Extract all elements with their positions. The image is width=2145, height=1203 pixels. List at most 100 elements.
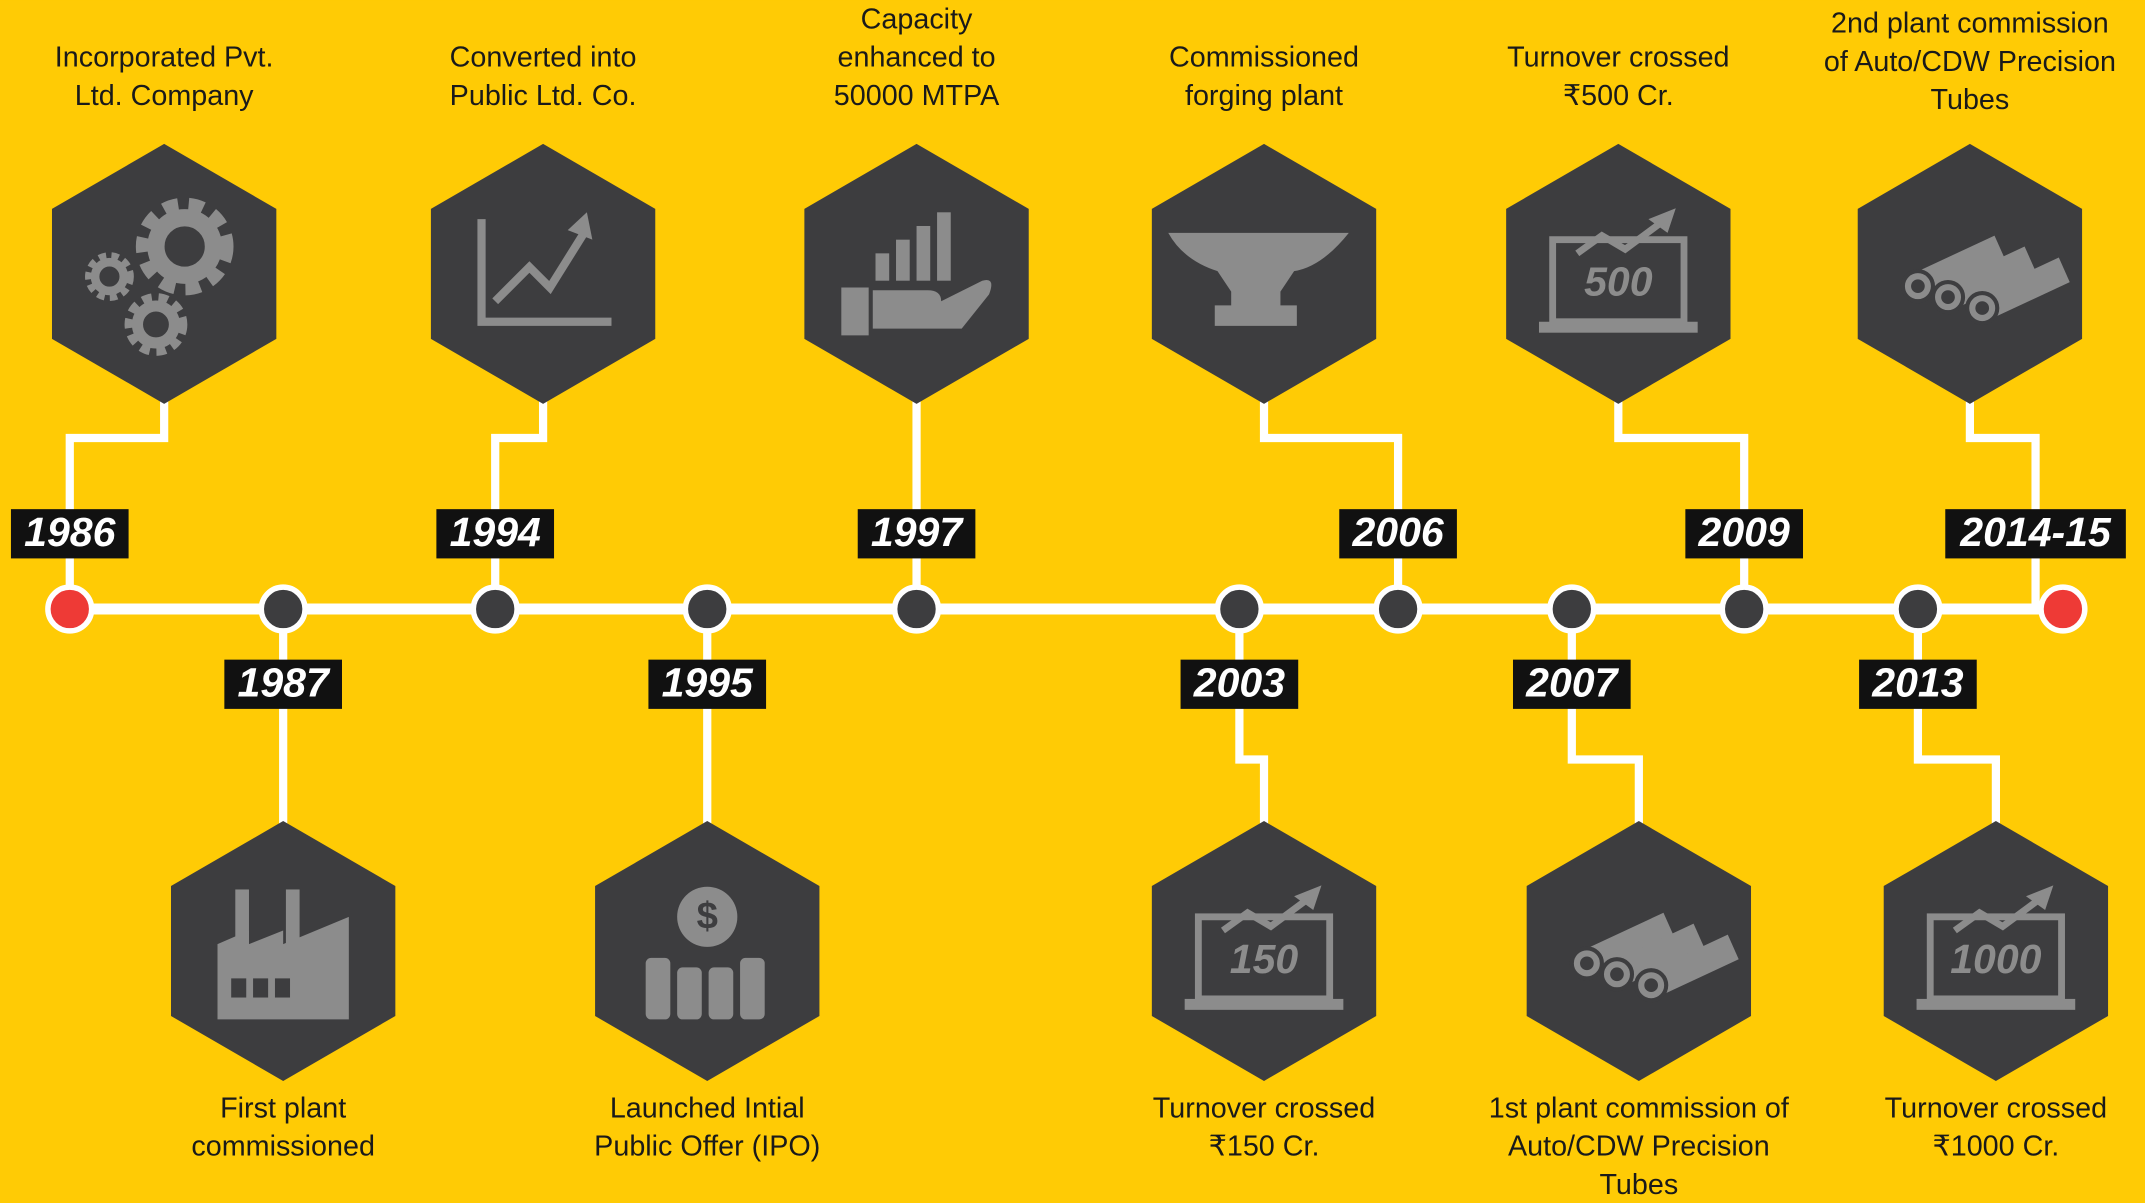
icon-number: 500 xyxy=(1584,259,1653,305)
bar xyxy=(937,212,951,281)
dollar: $ xyxy=(697,894,718,937)
tube-hole xyxy=(1644,978,1658,993)
hexagon xyxy=(430,143,656,404)
event-label: Launched Intial xyxy=(610,1092,805,1124)
tube xyxy=(1645,934,1739,998)
year-box xyxy=(1339,509,1457,559)
window xyxy=(274,978,291,998)
event-label: 50000 MTPA xyxy=(834,80,1000,112)
event-label: Turnover crossed xyxy=(1507,42,1729,74)
year-box xyxy=(10,509,129,559)
event-label: Public Offer (IPO) xyxy=(594,1131,820,1163)
event: $1995 Launched Intial Public Offer (IPO) xyxy=(594,584,820,1163)
event-label: forging plant xyxy=(1185,80,1343,112)
window xyxy=(231,978,247,998)
axes xyxy=(477,219,612,326)
gear xyxy=(85,252,134,302)
event-label: Capacity xyxy=(861,3,973,35)
icon-number: 1000 xyxy=(1950,936,2041,982)
event-label: Turnover crossed xyxy=(1153,1092,1375,1124)
window xyxy=(253,978,269,998)
bar xyxy=(896,239,910,281)
timeline-dot xyxy=(1893,584,1943,634)
connector xyxy=(1913,609,2000,842)
year: 2013 xyxy=(1871,659,1963,705)
gear-body xyxy=(147,209,223,284)
connector xyxy=(1567,609,1643,842)
year-box xyxy=(1180,659,1299,709)
year: 1986 xyxy=(24,509,116,555)
bar xyxy=(916,225,931,281)
event-label: ₹1000 Cr. xyxy=(1932,1131,2059,1163)
event-label: ₹500 Cr. xyxy=(1563,80,1674,112)
event: 1987 First plant commissioned xyxy=(170,584,396,1163)
bar xyxy=(645,957,671,1020)
event-label: Auto/CDW Precision xyxy=(1508,1131,1770,1163)
base xyxy=(1916,998,2076,1010)
event-label: 1st plant commission of xyxy=(1489,1092,1790,1124)
tube-hole xyxy=(1610,967,1624,982)
timeline-dot xyxy=(891,584,942,634)
event-label: Tubes xyxy=(1599,1169,1678,1201)
event: 1986 Incorporated Pvt. Ltd. Company xyxy=(10,42,277,634)
trend xyxy=(492,230,588,305)
tube xyxy=(1942,246,2036,310)
event: 1997 Capacity enhanced to 50000 MTPA xyxy=(804,3,1029,634)
trend xyxy=(1220,896,1310,934)
year: 2003 xyxy=(1193,659,1285,705)
tube xyxy=(1611,923,1705,987)
year-box xyxy=(1945,509,2126,559)
event-label: Incorporated Pvt. xyxy=(55,42,274,74)
bar xyxy=(677,967,702,1020)
bar xyxy=(875,253,890,281)
gear-body xyxy=(90,257,129,296)
year-box xyxy=(1512,659,1631,709)
event: 150 2003 Turnover crossed ₹150 Cr. xyxy=(1151,584,1377,1163)
icon-number: 150 xyxy=(1230,936,1299,982)
year: 2007 xyxy=(1525,659,1619,705)
year: 1997 xyxy=(871,509,964,555)
base xyxy=(1538,321,1698,333)
year-box xyxy=(1859,659,1977,709)
event: 2014-15 2nd plant commission of Auto/CDW P… xyxy=(1824,7,2126,634)
event-label: Public Ltd. Co. xyxy=(450,80,637,112)
hand xyxy=(841,279,992,336)
timeline-dot xyxy=(2038,584,2088,634)
tube xyxy=(1912,235,2006,299)
year-box xyxy=(436,509,555,559)
coin xyxy=(677,886,738,947)
tube-hole xyxy=(1975,301,1990,315)
event-label: of Auto/CDW Precision xyxy=(1824,46,2116,78)
event-label: Converted into xyxy=(450,42,637,74)
year: 1994 xyxy=(450,509,541,555)
timeline-dot xyxy=(1373,584,1423,634)
gear-body xyxy=(131,300,180,349)
timeline-dot xyxy=(470,584,520,634)
event-label: enhanced to xyxy=(838,42,996,74)
factory xyxy=(217,916,349,1020)
event: 1994 Converted into Public Ltd. Co. xyxy=(430,42,656,634)
year: 2014-15 xyxy=(1959,509,2112,555)
timeline-dot xyxy=(258,584,308,634)
event-label: Ltd. Company xyxy=(75,80,254,112)
event: 2007 1st plant commission of Auto/CDW Prec… xyxy=(1489,584,1790,1201)
tube xyxy=(1976,257,2070,321)
timeline-dot xyxy=(1719,584,1769,634)
year-box xyxy=(857,509,976,559)
bar xyxy=(740,957,765,1020)
arrow xyxy=(2025,885,2054,910)
connector xyxy=(1235,609,1269,842)
timeline-dot xyxy=(682,584,732,634)
year: 2006 xyxy=(1351,509,1444,555)
event: 500 2009 Turnover crossed ₹500 Cr. xyxy=(1506,42,1804,634)
chimney xyxy=(235,889,249,945)
event: 1000 2013 Turnover crossed ₹1000 Cr. xyxy=(1859,584,2109,1163)
timeline-dot xyxy=(45,584,95,634)
bar xyxy=(708,967,734,1020)
base xyxy=(1184,998,1344,1010)
event-label: Commissioned xyxy=(1169,42,1359,74)
timeline-dot xyxy=(1547,584,1597,634)
event-label: Turnover crossed xyxy=(1885,1092,2107,1124)
arrow xyxy=(1294,885,1322,910)
